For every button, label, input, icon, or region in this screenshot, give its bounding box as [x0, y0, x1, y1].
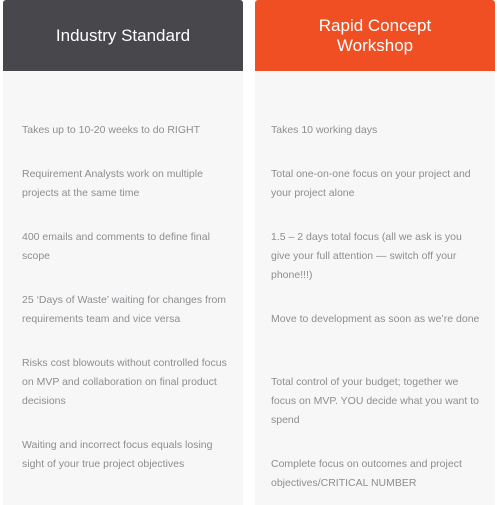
industry-standard-header: Industry Standard [3, 0, 243, 71]
industry-standard-title: Industry Standard [55, 26, 191, 45]
industry-standard-item-4: 25 ‘Days of Waste’ waiting for changes f… [22, 294, 227, 325]
industry-standard-item-5: Risks cost blowouts without controlled f… [22, 357, 227, 407]
rapid-concept-workshop-item-2: Total one-on-one focus on your project a… [271, 168, 471, 199]
industry-standard-list: Takes up to 10-20 weeks to do RIGHT Requ… [3, 71, 243, 505]
rapid-concept-workshop-title: Rapid Concept Workshop [318, 16, 432, 55]
rapid-concept-workshop-item-4: Move to development as soon as we’re don… [271, 313, 480, 325]
industry-standard-item-6: Waiting and incorrect focus equals losin… [22, 439, 213, 470]
rapid-concept-workshop-item-6: Complete focus on outcomes and project o… [271, 458, 462, 489]
industry-standard-item-1: Takes up to 10-20 weeks to do RIGHT [22, 124, 201, 136]
industry-standard-item-2: Requirement Analysts work on multiple pr… [22, 168, 203, 199]
rapid-concept-workshop-list: Takes 10 working days Total one-on-one f… [255, 71, 495, 505]
rapid-concept-workshop-header: Rapid Concept Workshop [255, 0, 495, 71]
rapid-concept-workshop-column: Rapid Concept Workshop Takes 10 working … [255, 0, 495, 505]
industry-standard-item-3: 400 emails and comments to define final … [22, 231, 210, 262]
rapid-concept-workshop-item-5: Total control of your budget; together w… [271, 376, 479, 426]
rapid-concept-workshop-item-3: 1.5 – 2 days total focus (all we ask is … [271, 231, 462, 281]
industry-standard-column: Industry Standard Takes up to 10-20 week… [3, 0, 243, 505]
rapid-concept-workshop-item-1: Takes 10 working days [271, 124, 378, 136]
